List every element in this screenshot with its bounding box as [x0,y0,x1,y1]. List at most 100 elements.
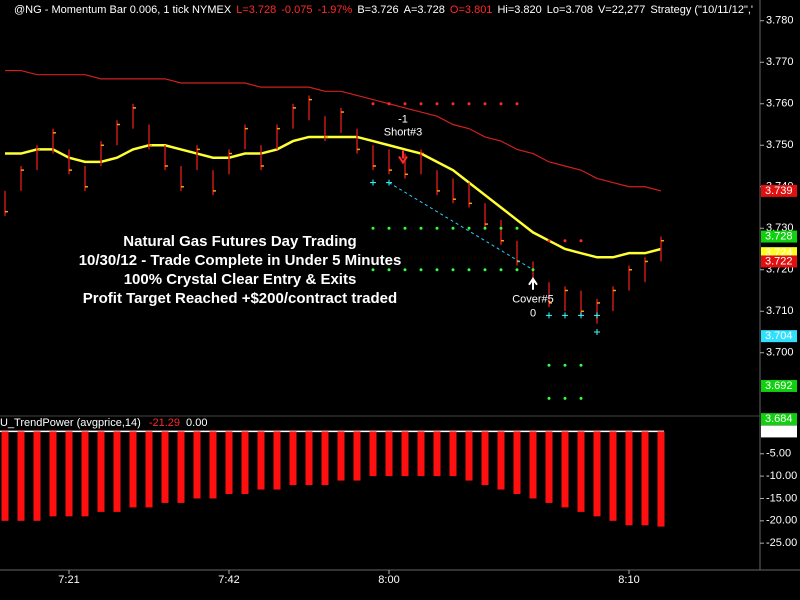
bar [193,431,201,499]
level-dot [467,102,471,106]
bar [625,431,633,526]
bar [337,431,345,481]
bar [481,431,489,486]
caption-line: Profit Target Reached +$200/contract tra… [83,290,397,307]
level-dot [451,268,455,272]
level-dot [563,363,567,367]
bar [81,431,89,517]
level-dot [403,226,407,230]
y-tick-label: -20.00 [766,515,797,527]
annotation: Short#3 [384,127,423,139]
bar [545,431,553,503]
quote-field: B=3.726 [357,4,398,16]
quote-field: A=3.728 [404,4,445,16]
price-marker-label: 3.684 [765,413,793,425]
quote-field: -1.97% [317,4,352,16]
price-marker-label: 3.739 [765,185,793,197]
bar [561,431,569,508]
indicator-value: -21.29 [149,417,180,429]
bar [529,431,537,499]
level-dot [435,102,439,106]
quote-field: L=3.728 [236,4,276,16]
bar [225,431,233,494]
price-marker [761,330,797,343]
y-tick-label: 3.780 [766,15,794,27]
moving-average [5,69,662,192]
quote-field: @NG - Momentum Bar 0.006, 1 tick NYMEX [14,4,232,16]
bar [609,431,617,521]
level-dot [515,226,519,230]
bar [577,431,585,512]
moving-average [5,135,662,259]
zero-marker [761,425,797,438]
price-marker [761,230,797,243]
level-dot [483,268,487,272]
level-dot [387,226,391,230]
level-dot [579,239,583,243]
bar [289,431,297,486]
price-marker-label: 3.704 [765,330,793,342]
level-dot [435,268,439,272]
price-marker-label: 3.692 [765,380,793,392]
y-tick-label: 3.750 [766,139,794,151]
quote-field: -0.075 [281,4,312,16]
x-tick-label: 7:21 [58,574,79,586]
level-dot [483,102,487,106]
bar [273,431,281,490]
short-arrow [398,150,408,165]
y-tick-label: -25.00 [766,537,797,549]
level-dot [371,268,375,272]
level-dot [579,396,583,400]
x-tick-label: 7:42 [218,574,239,586]
quote-header: @NG - Momentum Bar 0.006, 1 tick NYMEX L=… [14,4,753,16]
level-dot [403,268,407,272]
level-dot [499,268,503,272]
y-tick-label: 3.710 [766,305,794,317]
bar [449,431,457,477]
bar [161,431,169,503]
indicator-name: U_TrendPower (avgprice,14) [0,417,141,429]
bar [369,431,377,477]
bar [401,431,409,477]
bar [177,431,185,503]
bar [257,431,265,490]
trade-line [388,182,534,271]
bar [641,431,649,526]
level-dot [483,226,487,230]
bar [497,431,505,490]
level-dot [403,102,407,106]
y-tick-label: -15.00 [766,492,797,504]
level-plus [370,179,376,186]
bar [513,431,521,494]
bar [97,431,105,512]
bar [417,431,425,477]
level-dot [387,268,391,272]
level-dot [563,396,567,400]
level-dot [387,102,391,106]
x-tick-label: 8:00 [378,574,399,586]
caption-line: 10/30/12 - Trade Complete in Under 5 Min… [79,252,402,269]
annotation: 0 [530,308,536,320]
bar [33,431,41,521]
bar [241,431,249,494]
annotation: -1 [398,114,408,126]
quote-field: V=22,277 [598,4,645,16]
price-marker [761,413,797,426]
level-dot [547,363,551,367]
level-dot [419,268,423,272]
quote-field: Strategy ("10/11/12",' [650,4,753,16]
y-tick-label: 3.760 [766,98,794,110]
level-dot [547,396,551,400]
indicator-title: U_TrendPower (avgprice,14) -21.29 0.00 [0,417,207,429]
level-dot [499,102,503,106]
level-dot [515,102,519,106]
x-tick-label: 8:10 [618,574,639,586]
zero-marker-label: 0.00 [765,425,786,437]
price-marker [761,379,797,392]
level-dot [499,226,503,230]
level-plus [562,312,568,319]
price-marker-label: 3.728 [765,230,793,242]
bar [321,431,329,486]
level-plus [546,312,552,319]
